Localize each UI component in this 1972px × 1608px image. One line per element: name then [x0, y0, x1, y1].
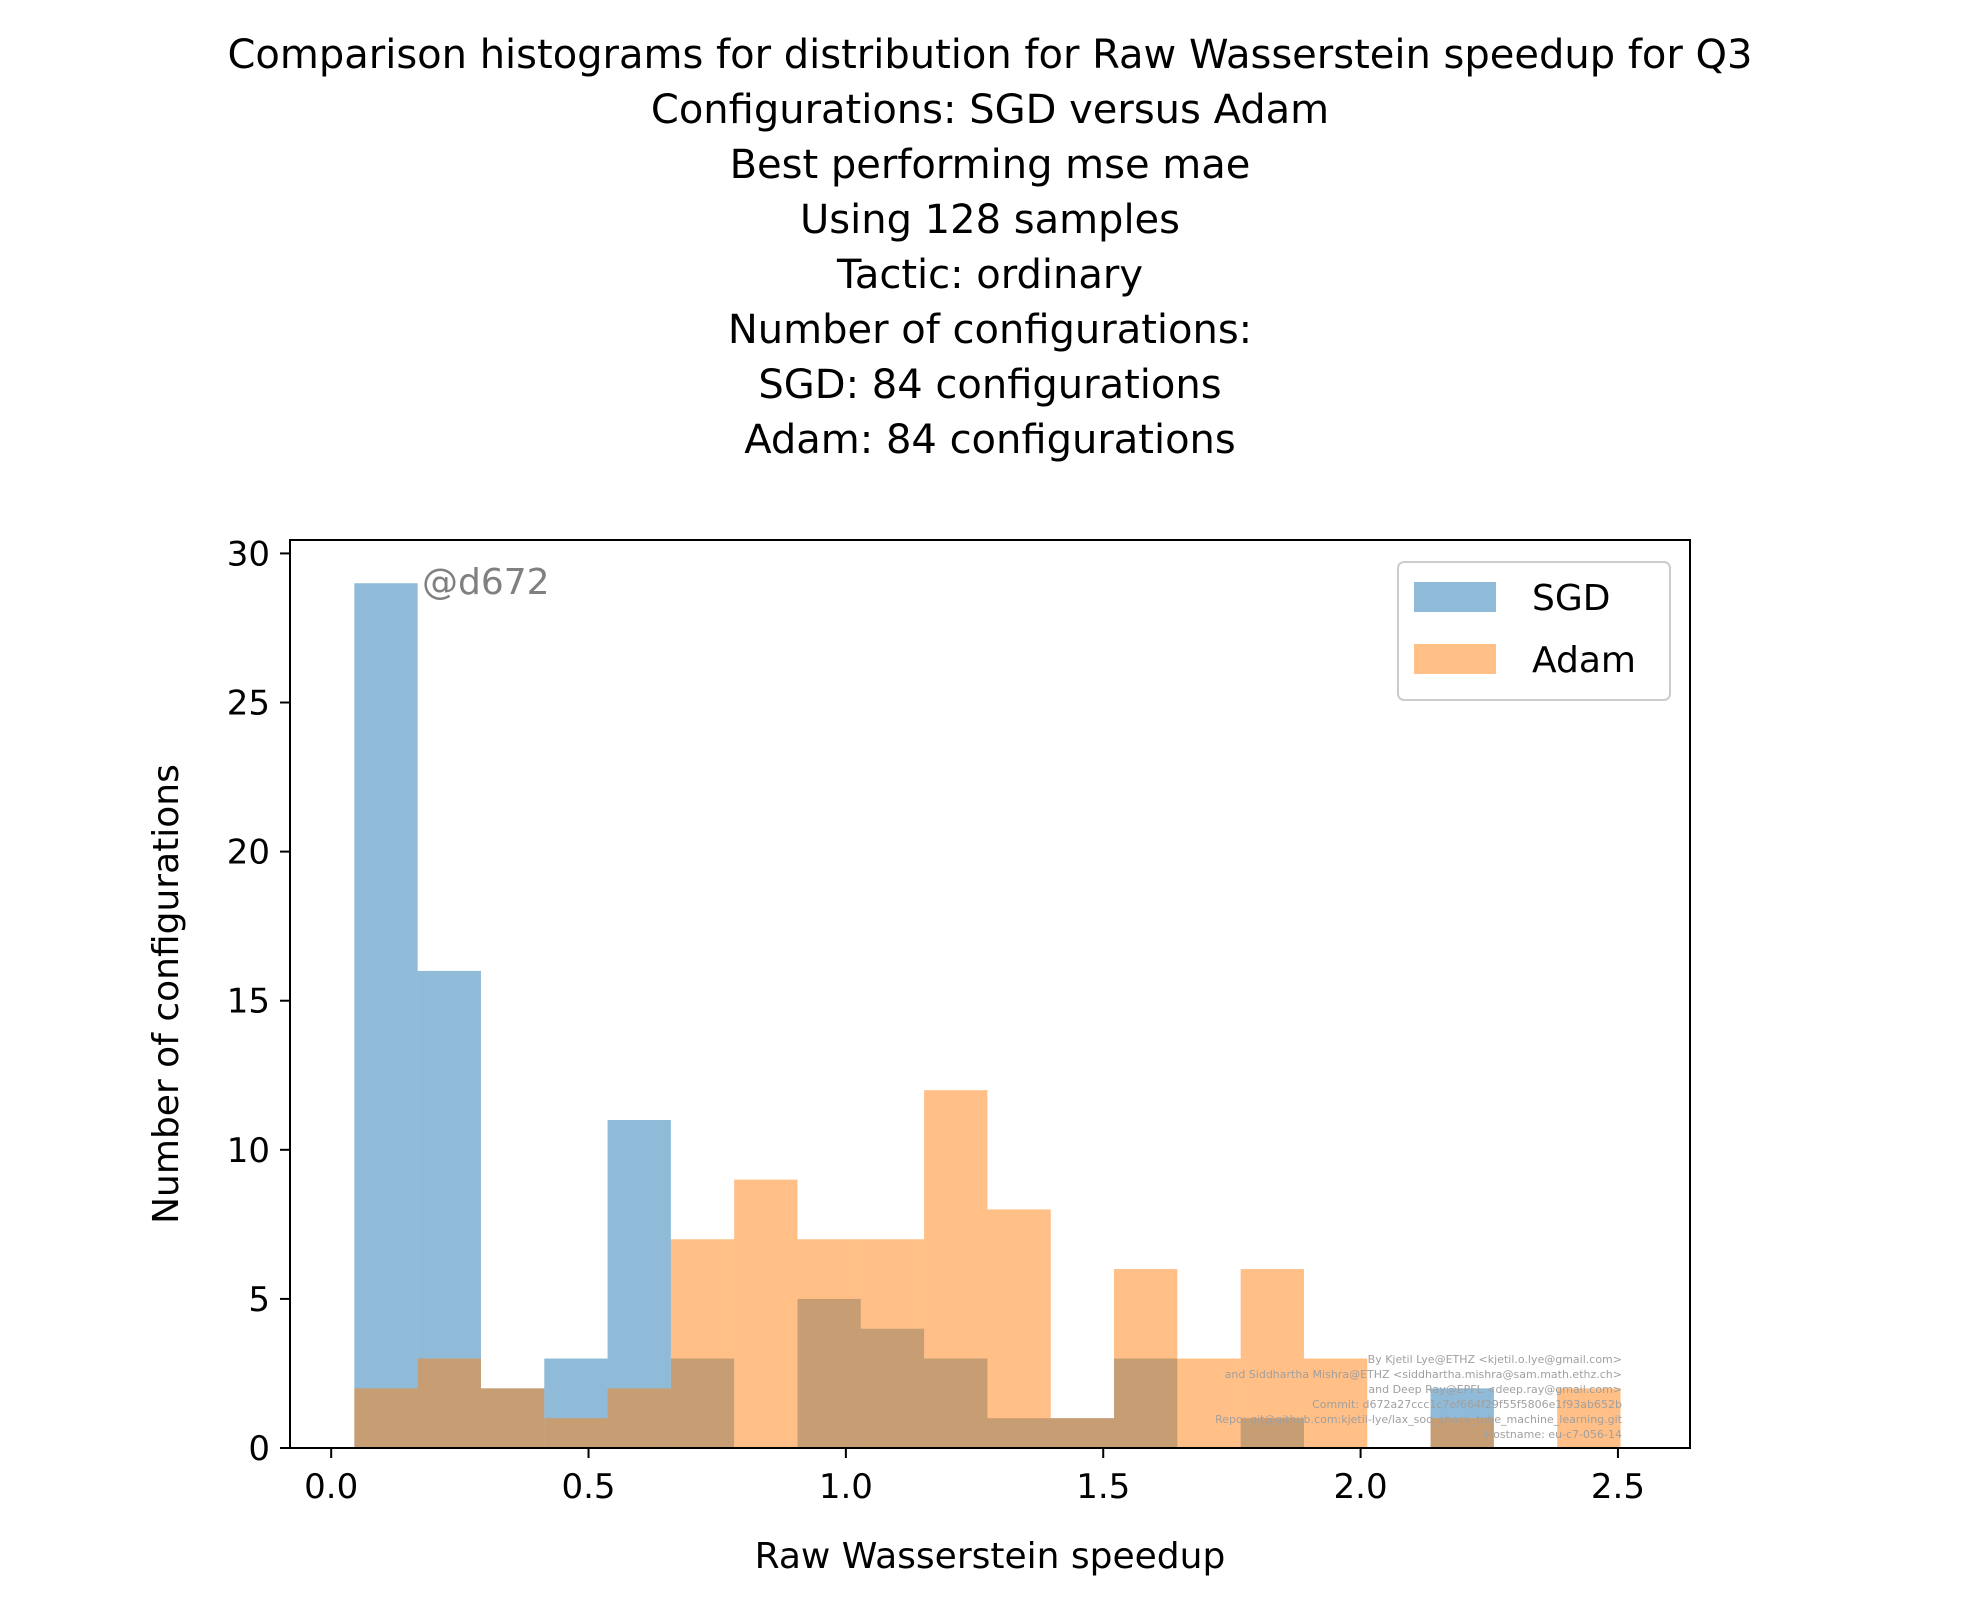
bar-adam	[417, 1358, 481, 1448]
y-tick-label: 25	[227, 684, 270, 724]
credit-line: Repo: git@github.com:kjetil-lye/lax_sod_…	[1215, 1413, 1623, 1426]
y-axis-label: Number of configurations	[146, 764, 187, 1224]
bar-adam	[354, 1388, 418, 1448]
bar-adam	[1430, 1418, 1494, 1448]
bar-adam	[607, 1388, 671, 1448]
bar-adam	[544, 1418, 608, 1448]
title-line: Configurations: SGD versus Adam	[651, 87, 1329, 133]
title-line: Using 128 samples	[800, 197, 1180, 243]
bar-adam	[480, 1388, 545, 1448]
credit-line: and Deep Ray@EPFL <deep.ray@gmail.com>	[1368, 1383, 1622, 1396]
y-tick-label: 10	[227, 1131, 270, 1171]
bar-adam	[1557, 1388, 1621, 1448]
credit-line: Hostname: eu-c7-056-14	[1485, 1428, 1622, 1441]
x-tick-label: 1.0	[819, 1467, 873, 1507]
bar-adam	[670, 1239, 735, 1448]
bar-adam	[1114, 1269, 1178, 1448]
title-line: SGD: 84 configurations	[758, 362, 1221, 408]
y-tick-label: 5	[248, 1280, 270, 1320]
y-tick-label: 20	[227, 833, 270, 873]
bar-sgd	[354, 583, 418, 1448]
y-axis-ticks: 0 5 10 15 20 25 30	[227, 534, 290, 1469]
histogram-bars	[354, 583, 1621, 1448]
credits-watermark: By Kjetil Lye@ETHZ <kjetil.o.lye@gmail.c…	[1215, 1353, 1623, 1441]
x-tick-label: 1.5	[1076, 1467, 1130, 1507]
credit-line: Commit: d672a27ccc1c7ef664f29f55f5806e1f…	[1312, 1398, 1622, 1411]
legend: SGD Adam	[1397, 561, 1671, 701]
x-axis-label: Raw Wasserstein speedup	[755, 1536, 1226, 1577]
bar-adam	[1177, 1358, 1241, 1448]
y-tick-label: 30	[227, 534, 270, 574]
title-line: Comparison histograms for distribution f…	[228, 32, 1753, 78]
commit-annotation: @d672	[422, 562, 550, 603]
x-axis-ticks: 0.0 0.5 1.0 1.5 2.0 2.5	[304, 1448, 1645, 1507]
x-tick-label: 0.5	[561, 1467, 615, 1507]
bar-adam	[987, 1209, 1051, 1448]
credit-line: By Kjetil Lye@ETHZ <kjetil.o.lye@gmail.c…	[1368, 1353, 1622, 1366]
axes-frame	[289, 539, 1691, 1449]
title-line: Tactic: ordinary	[836, 252, 1143, 298]
y-tick-label: 15	[227, 982, 270, 1022]
title-line: Best performing mse mae	[730, 142, 1251, 188]
title-line: Number of configurations:	[728, 307, 1252, 353]
bar-adam	[1240, 1269, 1304, 1448]
bar-adam	[924, 1090, 988, 1448]
credit-line: and Siddhartha Mishra@ETHZ <siddhartha.m…	[1225, 1368, 1622, 1381]
legend-label-sgd: SGD	[1532, 578, 1610, 619]
bar-adam	[1303, 1358, 1368, 1448]
x-tick-label: 0.0	[304, 1467, 358, 1507]
bar-adam	[734, 1179, 798, 1448]
bar-adam	[860, 1239, 925, 1448]
chart-title: Comparison histograms for distribution f…	[228, 32, 1753, 463]
bar-adam	[797, 1239, 861, 1448]
x-tick-label: 2.0	[1334, 1467, 1388, 1507]
legend-label-adam: Adam	[1532, 640, 1636, 681]
title-line: Adam: 84 configurations	[744, 417, 1236, 463]
x-tick-label: 2.5	[1591, 1467, 1645, 1507]
bar-adam	[1050, 1418, 1115, 1448]
legend-swatch-adam	[1414, 644, 1496, 674]
legend-swatch-sgd	[1414, 582, 1496, 612]
y-tick-label: 0	[248, 1429, 270, 1469]
